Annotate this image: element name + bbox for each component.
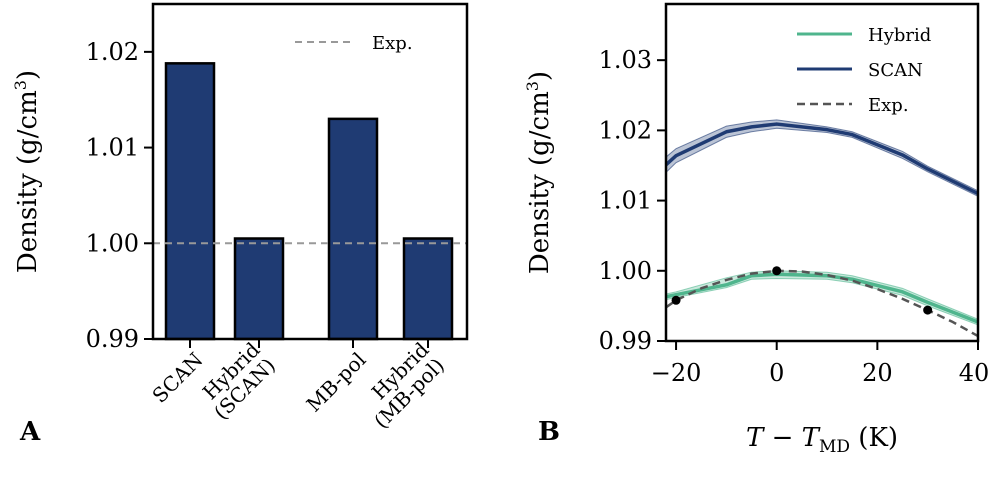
data-point-0 <box>671 295 681 305</box>
y-tick-label-1: 1.00 <box>86 229 139 257</box>
panel-b-letter: B <box>538 417 560 447</box>
x-tick-label-0: −20 <box>651 359 702 387</box>
panel-b-legend: Hybrid SCAN Exp. <box>797 25 931 116</box>
panel-b-series-lines <box>664 122 979 338</box>
panel-a-y-ticks: 0.99 1.00 1.01 1.02 <box>86 38 153 353</box>
bar-2 <box>327 117 379 341</box>
x-tick-label-0: SCAN <box>147 348 207 408</box>
panel-a-legend: Exp. <box>295 33 413 54</box>
band-1 <box>665 119 979 198</box>
x-tick-label-2: MB-pol <box>302 348 371 417</box>
y-tick-label-4: 1.03 <box>599 46 652 74</box>
band-0 <box>665 270 979 326</box>
y-tick-label-1: 1.00 <box>599 257 652 285</box>
y-tick-label-3: 1.02 <box>86 38 139 66</box>
panel-a-letter: A <box>19 417 41 447</box>
panel-b-chart: 0.99 1.00 1.01 1.02 1.03 −20 0 20 40 Density (g… <box>523 2 990 457</box>
panel-a-y-axis-label: Density (g/cm3) <box>11 70 43 273</box>
y-tick-label-0: 0.99 <box>599 327 652 355</box>
x-tick-label-1: Hybrid(SCAN) <box>193 337 280 424</box>
panel-b-points <box>671 266 933 315</box>
panel-a-legend-exp-label: Exp. <box>372 33 413 54</box>
y-tick-label-2: 1.01 <box>86 134 139 162</box>
data-point-1 <box>772 266 782 276</box>
series-line-1 <box>664 122 979 196</box>
legend-label-2: Exp. <box>868 95 909 116</box>
legend-label-0: Hybrid <box>868 25 931 46</box>
panel-a-frame <box>151 2 469 341</box>
data-point-2 <box>923 305 933 315</box>
y-tick-label-3: 1.02 <box>599 116 652 144</box>
x-tick-label-1: 0 <box>769 359 784 387</box>
x-tick-label-3: Hybrid(MB-pol) <box>354 337 450 433</box>
panel-b-y-axis-label: Density (g/cm3) <box>523 71 555 274</box>
panel-b-uncertainty-bands <box>665 119 979 326</box>
bar-0 <box>164 62 216 341</box>
x-tick-label-2: 20 <box>862 359 893 387</box>
series-line-2 <box>665 269 979 338</box>
x-tick-label-3: 40 <box>959 359 990 387</box>
legend-label-1: SCAN <box>868 60 923 81</box>
y-tick-label-0: 0.99 <box>86 325 139 353</box>
panel-b-frame <box>664 2 980 343</box>
panel-b-x-axis-label: T − TMD (K) <box>746 423 898 457</box>
bar-1 <box>233 237 285 341</box>
panel-b-y-ticks: 0.99 1.00 1.01 1.02 1.03 <box>599 46 666 355</box>
panel-b-x-ticks: −20 0 20 40 <box>651 341 990 387</box>
panel-a-bars <box>164 62 454 341</box>
bar-3 <box>402 237 454 341</box>
series-line-0 <box>665 272 979 324</box>
y-tick-label-2: 1.01 <box>599 187 652 215</box>
